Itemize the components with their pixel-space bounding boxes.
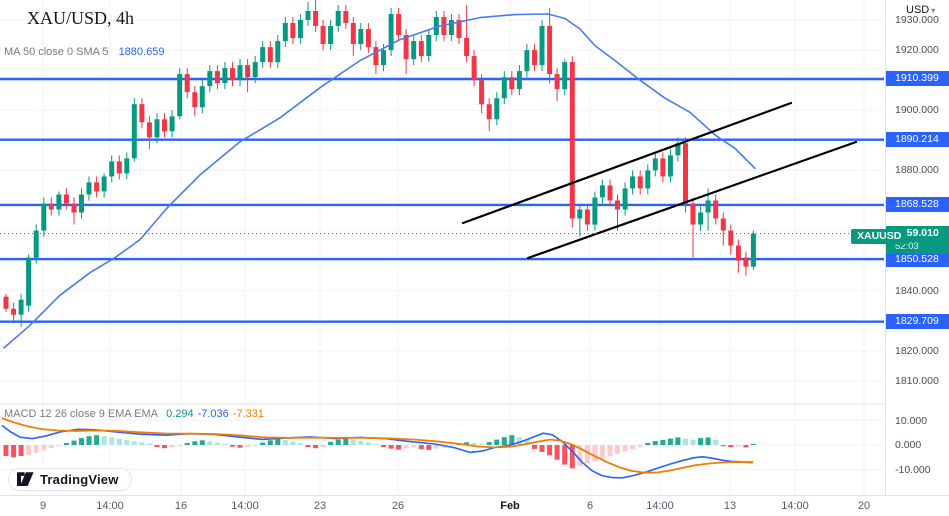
price-axis-label: 1900.000: [895, 104, 939, 116]
time-axis-label: 14:00: [96, 500, 124, 512]
macd-axis-label: -10.000: [895, 464, 931, 476]
price-line-label[interactable]: 1829.709: [886, 314, 949, 329]
time-axis-label: 26: [391, 500, 405, 512]
currency-label: USD: [906, 4, 930, 16]
time-axis-label: 13: [723, 500, 737, 512]
price-axis-label: 1820.000: [895, 345, 939, 357]
time-axis-label: 9: [39, 500, 47, 512]
price-axis-label: 1920.000: [895, 44, 939, 56]
currency-dropdown[interactable]: USD ▾: [906, 4, 935, 16]
macd-line-value: -7.036: [197, 408, 229, 420]
time-axis-label: 14:00: [646, 500, 674, 512]
time-axis-label: 14:00: [231, 500, 259, 512]
symbol-price-tag[interactable]: XAUUSD: [851, 229, 908, 244]
macd-indicator-legend: MACD 12 26 close 9 EMA EMA 0.294 -7.036 -7.…: [4, 408, 264, 420]
price-axis-label: 1810.000: [895, 375, 939, 387]
macd-hist-value: 0.294: [166, 408, 194, 420]
price-axis-label: 1930.000: [895, 14, 939, 26]
time-axis-label: Feb: [500, 500, 520, 512]
bar-countdown: 52:03: [895, 241, 919, 252]
ma-legend-label: MA 50 close 0 SMA 5: [4, 46, 109, 58]
time-axis-label: 16: [174, 500, 188, 512]
tradingview-logo[interactable]: TradingView: [8, 468, 132, 491]
time-axis-label: 20: [857, 500, 871, 512]
ma-indicator-legend: MA 50 close 0 SMA 5 1880.659: [4, 46, 164, 58]
time-axis[interactable]: 9 14:00 16 14:00 23 26 Feb 6 14:00 13 14:00 20: [0, 495, 949, 516]
price-line-label[interactable]: 1868.528: [886, 197, 949, 212]
macd-legend-label: MACD 12 26 close 9 EMA EMA: [4, 408, 159, 420]
symbol-tag-label: XAUUSD: [857, 230, 902, 242]
price-axis-label: 1880.000: [895, 164, 939, 176]
price-axis-label: 1840.000: [895, 285, 939, 297]
price-axis[interactable]: USD ▾ 1930.000 1920.000 1900.000 1880.000 184…: [885, 0, 949, 495]
time-axis-label: 14:00: [781, 500, 809, 512]
time-axis-label: 23: [313, 500, 327, 512]
price-line-label[interactable]: 1910.399: [886, 71, 949, 86]
macd-axis-label: 0.000: [895, 439, 922, 451]
price-line-label[interactable]: 1850.528: [886, 252, 949, 267]
time-axis-label: 6: [586, 500, 594, 512]
ma-legend-value: 1880.659: [118, 46, 165, 58]
price-line-label[interactable]: 1890.214: [886, 132, 949, 147]
tradingview-logo-icon: [17, 472, 34, 487]
tradingview-logo-text: TradingView: [40, 472, 119, 487]
chevron-down-icon: ▾: [931, 6, 936, 15]
symbol-title: XAU/USD, 4h: [27, 8, 135, 28]
macd-axis-label: 10.000: [895, 415, 928, 427]
macd-signal-value: -7.331: [232, 408, 264, 420]
